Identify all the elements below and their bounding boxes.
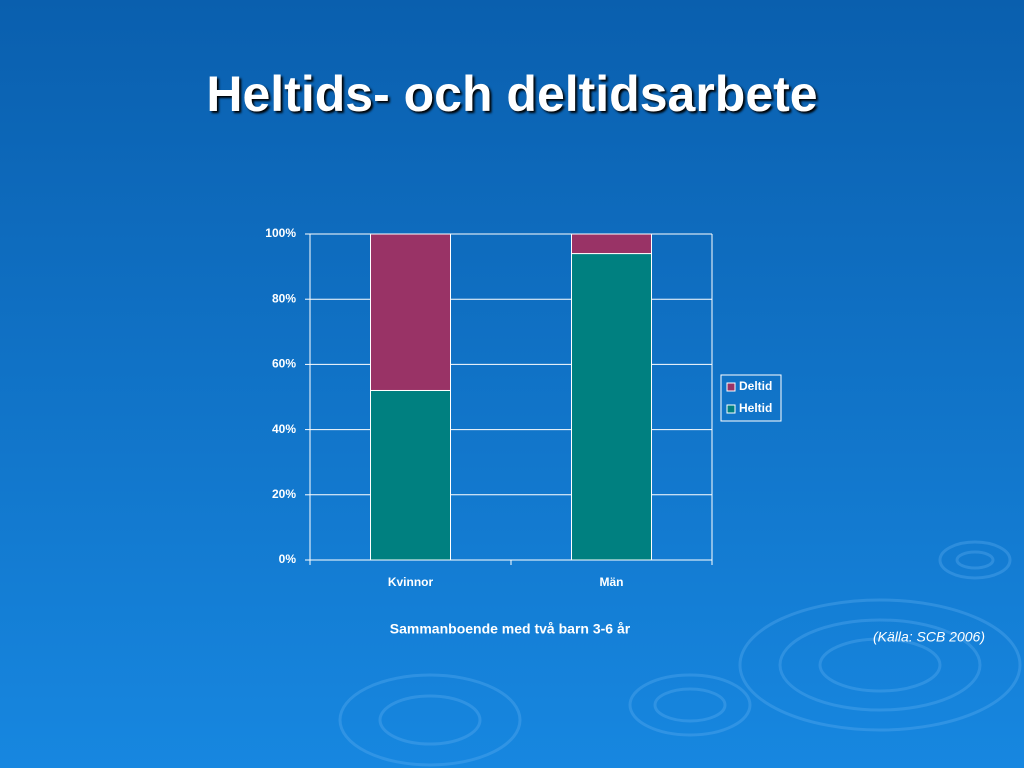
y-tick-label: 100% bbox=[265, 226, 296, 240]
legend-label: Heltid bbox=[739, 401, 772, 415]
y-tick-label: 0% bbox=[279, 552, 297, 566]
chart-title: Heltids- och deltidsarbete bbox=[206, 66, 817, 122]
legend-swatch bbox=[726, 382, 736, 392]
bar-segment bbox=[571, 233, 652, 255]
bar-segment bbox=[370, 389, 451, 561]
bar-segment bbox=[571, 253, 652, 561]
legend-box bbox=[720, 374, 782, 422]
x-tick-label: Män bbox=[600, 575, 624, 589]
ripples bbox=[338, 540, 1022, 767]
bar-segment bbox=[370, 233, 451, 391]
y-tick-label: 80% bbox=[272, 291, 296, 305]
x-axis-label: Sammanboende med två barn 3-6 år bbox=[390, 621, 631, 637]
legend-swatch bbox=[726, 404, 736, 414]
y-tick-label: 20% bbox=[272, 487, 296, 501]
source-note: (Källa: SCB 2006) bbox=[873, 629, 985, 645]
y-tick-label: 60% bbox=[272, 357, 296, 371]
x-tick-label: Kvinnor bbox=[388, 575, 434, 589]
y-tick-label: 40% bbox=[272, 422, 296, 436]
legend-label: Deltid bbox=[739, 379, 772, 393]
